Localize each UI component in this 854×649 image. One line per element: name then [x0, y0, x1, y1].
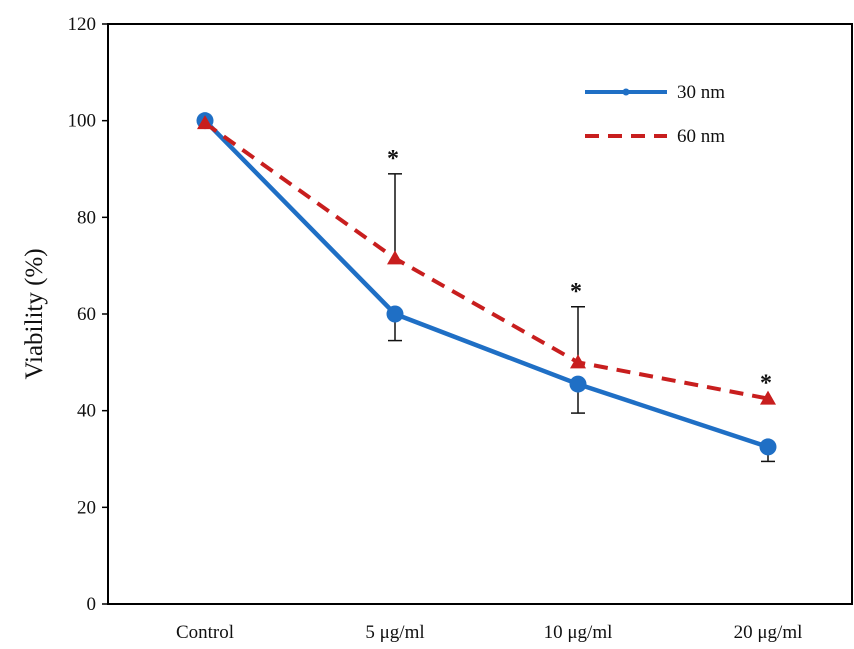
- y-tick-label: 40: [77, 401, 96, 422]
- y-tick-label: 120: [68, 14, 97, 35]
- error-bars: [388, 173, 775, 463]
- x-tick-label: 20 μg/ml: [734, 622, 803, 643]
- x-tick-label: Control: [176, 622, 234, 643]
- x-axis-ticks: Control 5 μg/ml 10 μg/ml 20 μg/ml: [176, 622, 802, 643]
- data-point: [570, 354, 586, 369]
- series-markers: [196, 112, 777, 456]
- x-tick-label: 10 μg/ml: [544, 622, 613, 643]
- series-line-1: [203, 119, 769, 450]
- significance-mark: *: [387, 146, 399, 172]
- significance-marks: * * *: [387, 146, 772, 397]
- data-point: [569, 375, 587, 393]
- plot-area-border: [107, 23, 853, 605]
- legend: 30 nm 60 nm: [585, 82, 725, 147]
- y-axis-label: Viability (%): [21, 248, 48, 379]
- plot-frame: [107, 23, 853, 605]
- legend-label: 60 nm: [677, 126, 725, 147]
- y-axis-ticks: 0 20 40 60 80 100 120: [68, 14, 108, 615]
- legend-label: 30 nm: [677, 82, 725, 103]
- y-tick-label: 100: [68, 111, 97, 132]
- y-tick-label: 80: [77, 207, 96, 228]
- y-tick-label: 20: [77, 497, 96, 518]
- series-line-2: [203, 121, 769, 401]
- data-point: [760, 390, 776, 405]
- data-point: [387, 250, 403, 265]
- data-point: [197, 115, 213, 130]
- legend-marker: [622, 88, 630, 96]
- significance-mark: *: [760, 371, 772, 397]
- series-lines: [203, 119, 769, 450]
- data-point: [759, 438, 777, 456]
- data-point: [386, 305, 404, 323]
- significance-mark: *: [570, 279, 582, 305]
- y-tick-label: 60: [77, 304, 96, 325]
- x-tick-label: 5 μg/ml: [365, 622, 424, 643]
- y-tick-label: 0: [87, 594, 97, 615]
